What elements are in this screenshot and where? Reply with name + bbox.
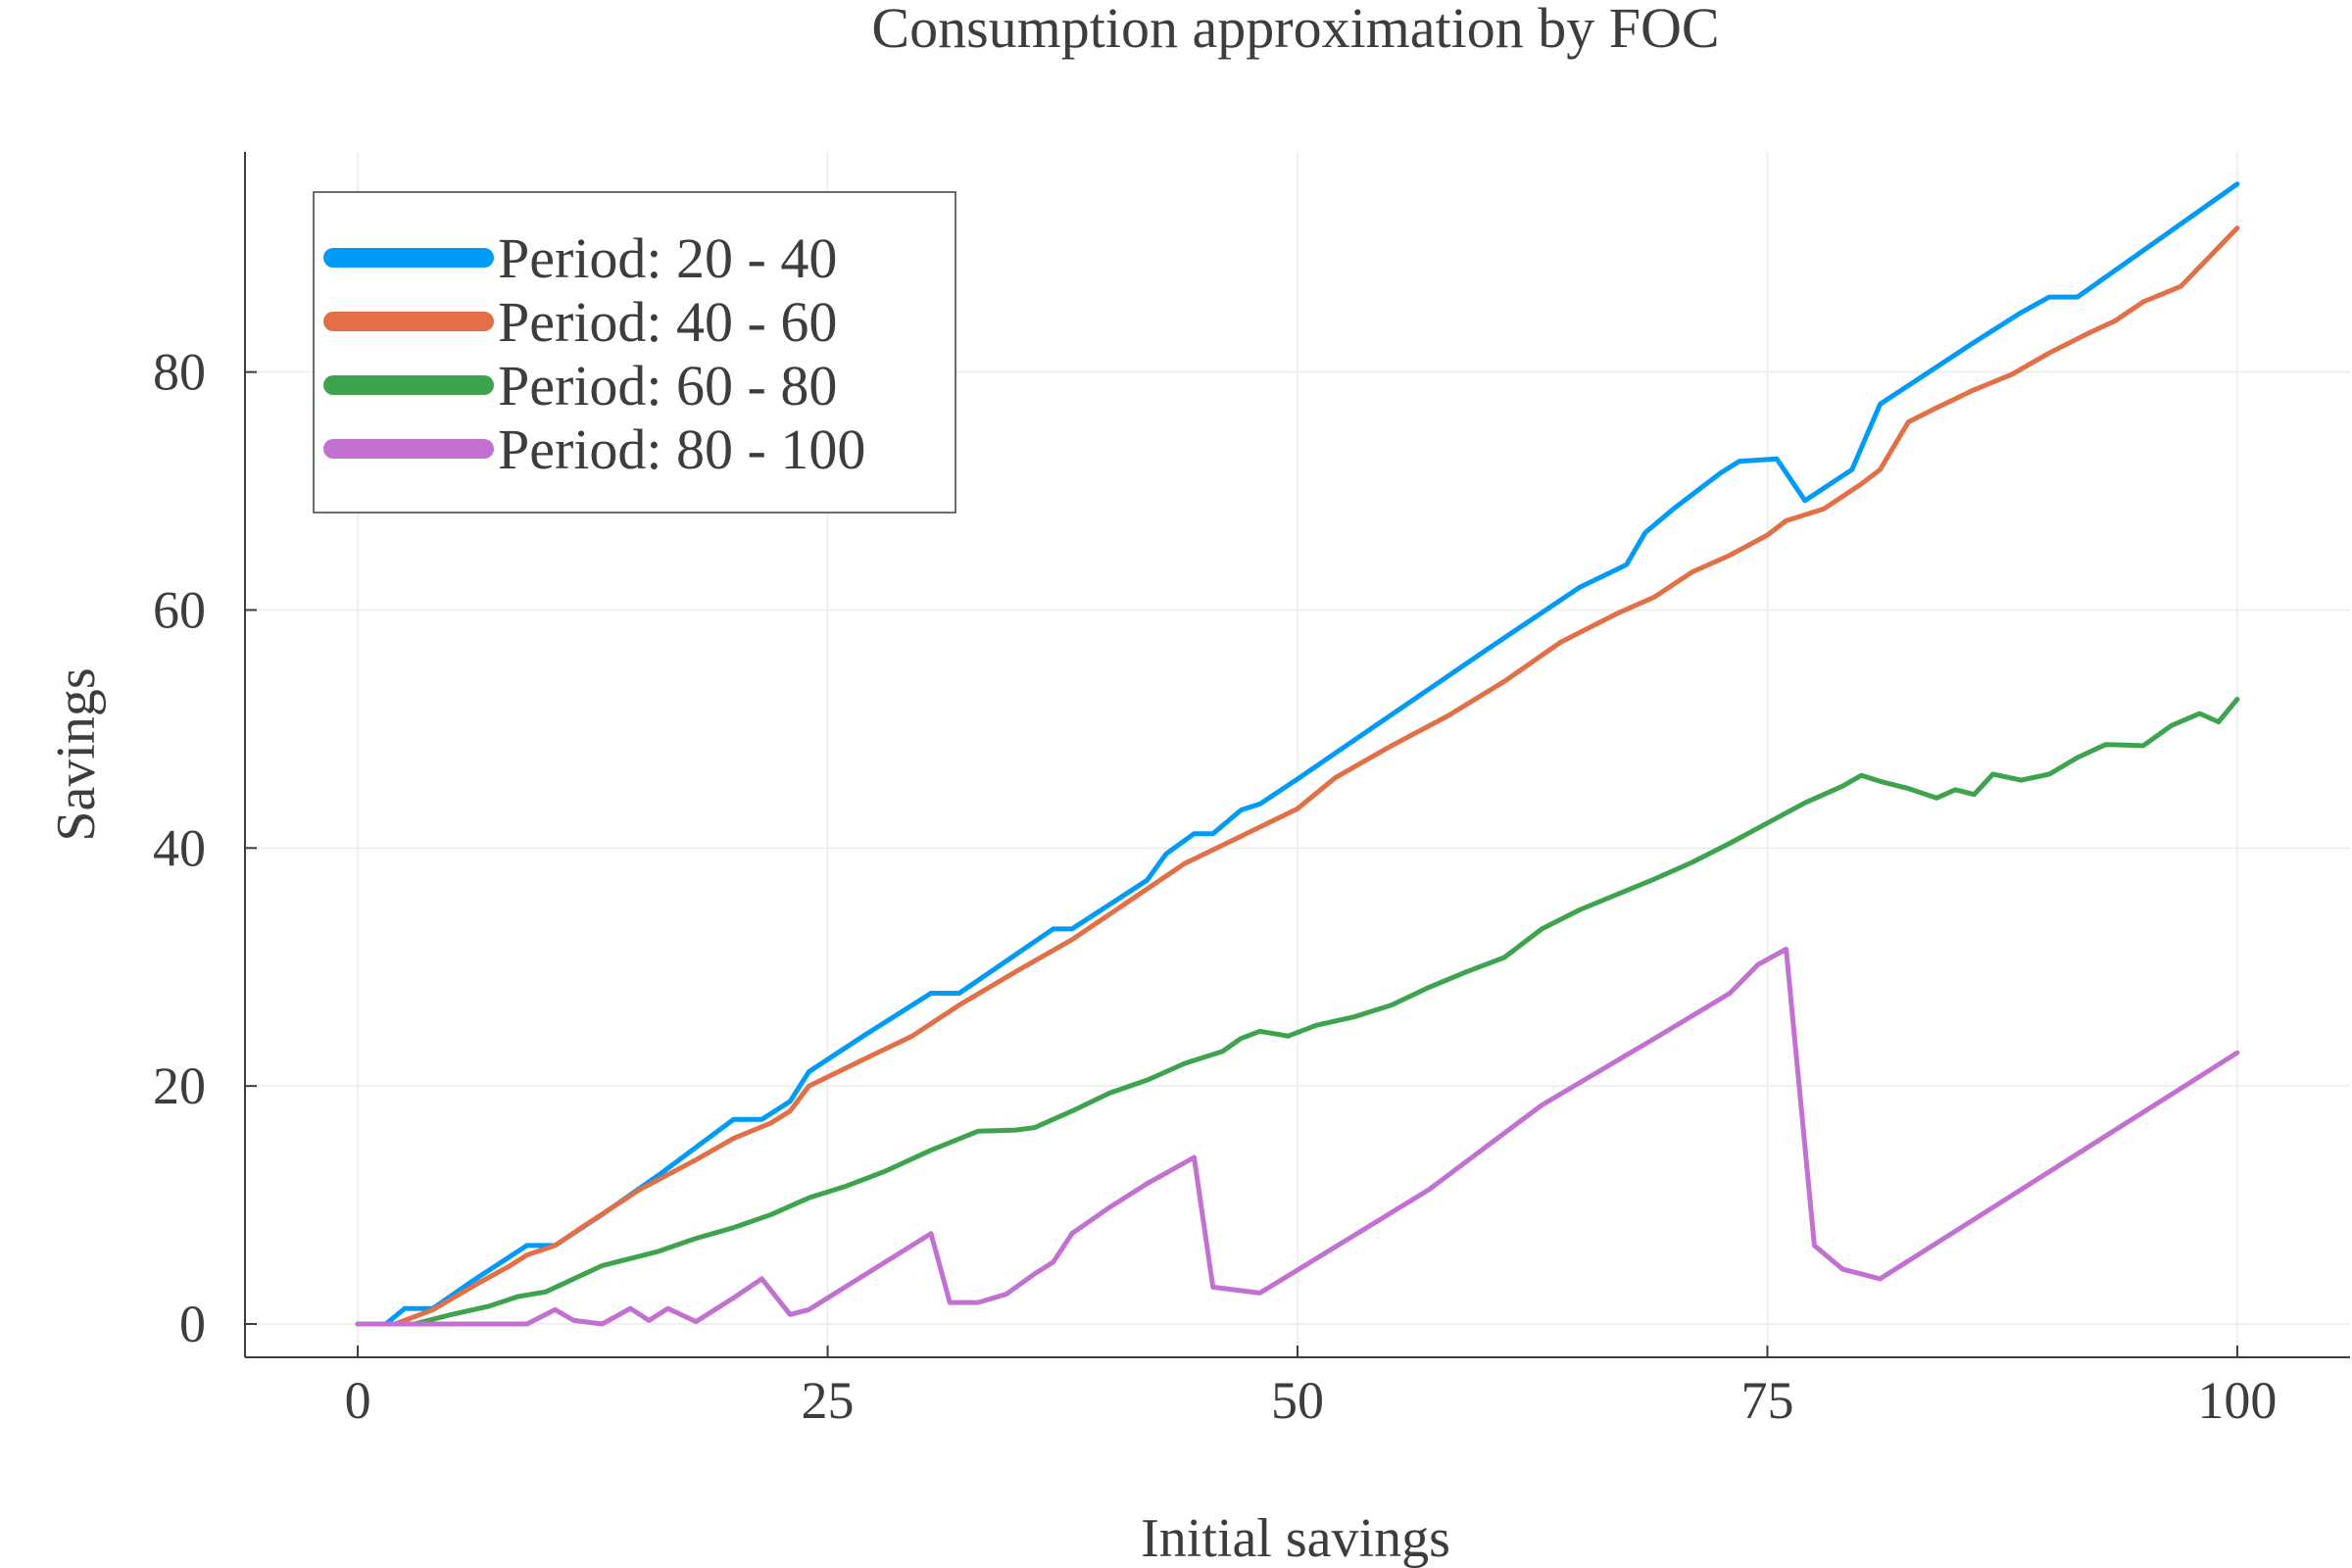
y-tick-label: 40 (153, 818, 206, 877)
x-tick-label: 25 (802, 1371, 855, 1430)
series-line-3 (355, 697, 2240, 1327)
chart-title: Consumption approximation by FOC (871, 0, 1719, 60)
y-tick-label: 20 (153, 1056, 206, 1115)
x-tick-label: 100 (2197, 1371, 2277, 1430)
axes (244, 152, 2350, 1358)
x-tick-label: 50 (1271, 1371, 1324, 1430)
y-tick-label: 0 (179, 1295, 206, 1353)
x-axis-title: Initial savings (1141, 1508, 1450, 1568)
legend-label: Period: 60 - 80 (498, 354, 837, 417)
legend-label: Period: 80 - 100 (498, 417, 865, 481)
series-line-4 (355, 947, 2240, 1327)
legend-label: Period: 40 - 60 (498, 290, 837, 354)
x-tick-label: 75 (1740, 1371, 1793, 1430)
series-group (355, 181, 2240, 1327)
y-axis-title: Savings (46, 667, 107, 841)
legend-label: Period: 20 - 40 (498, 226, 837, 290)
legend-box (313, 191, 956, 514)
series-line-2 (355, 225, 2240, 1327)
x-tick-label: 0 (345, 1371, 371, 1430)
y-tick-label: 80 (153, 343, 206, 402)
tick-labels: 0 25 50 75 100 0 20 40 60 80 (153, 343, 2277, 1430)
y-tick-label: 60 (153, 580, 206, 639)
